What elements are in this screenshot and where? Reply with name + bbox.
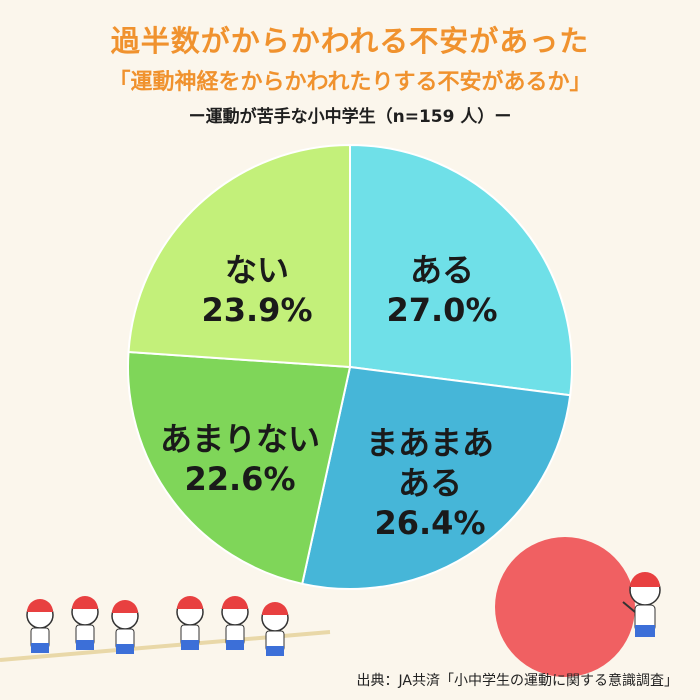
child-figure (111, 600, 139, 654)
source-note: 出典：JA共済「小中学生の運動に関する意識調査」 (356, 673, 678, 689)
pie-slice-amari (127, 350, 352, 585)
pie-slice-aru (349, 143, 573, 397)
child-figure (221, 596, 249, 650)
child-figure (261, 602, 289, 656)
chart-question: 「運動神経をからかわれたりする不安があるか」 (108, 70, 592, 95)
child-pushing-ball-illustration (495, 537, 661, 677)
child-figure (26, 599, 54, 653)
red-ball (495, 537, 635, 677)
child-figure (176, 596, 204, 650)
label-nai: ない 23.9% (201, 251, 313, 329)
label-maamaa: まあまあある 26.4% (365, 424, 494, 542)
tug-of-war-children-illustration (0, 596, 331, 662)
pie-slice-maamaa (301, 365, 572, 590)
label-aru: ある 27.0% (386, 251, 498, 329)
chart-title: 過半数がからかわれる不安があった (110, 24, 590, 58)
chart-subtitle: ー運動が苦手な小中学生（n=159 人）ー (188, 107, 512, 127)
child-figure (71, 596, 99, 650)
pie-slice-nai (127, 143, 351, 369)
label-amari: あまりない 22.6% (159, 420, 321, 498)
